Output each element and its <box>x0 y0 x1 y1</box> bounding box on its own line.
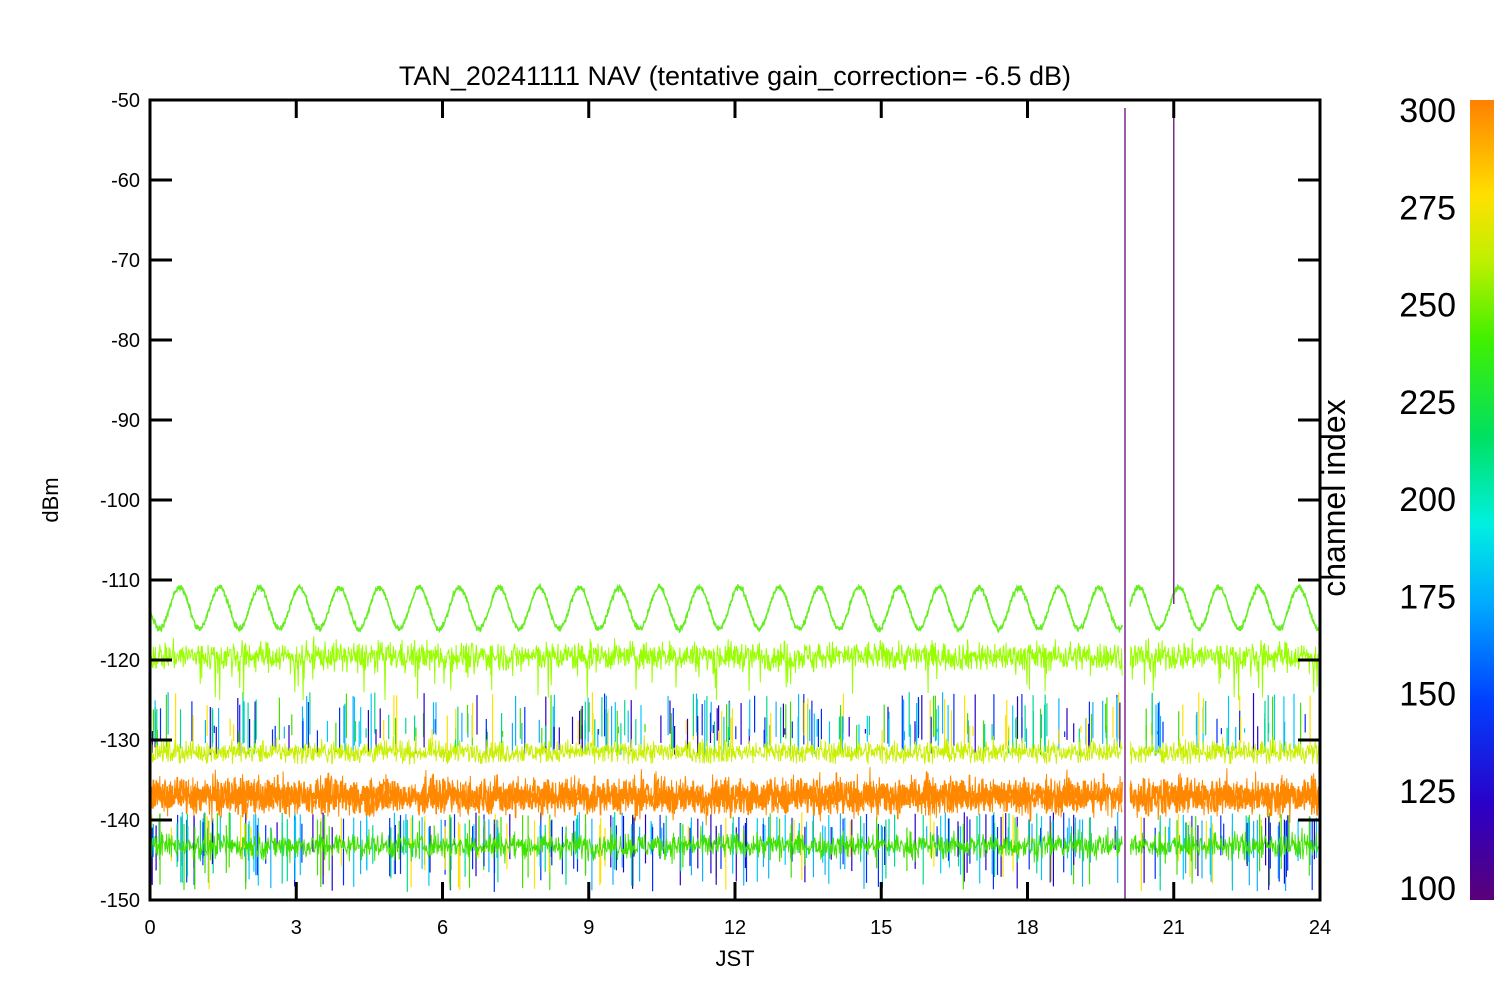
x-tick-label: 12 <box>724 917 746 939</box>
colorbar-ticks: 300 275 250 225 200 175 150 125 100 <box>1399 92 1456 908</box>
y-tick-label: -90 <box>111 410 140 432</box>
x-tick-label: 24 <box>1309 917 1331 939</box>
y-tick-label: -110 <box>101 570 140 592</box>
y-tick-label: -60 <box>111 170 140 192</box>
colorbar-tick-label: 275 <box>1399 189 1456 227</box>
x-tick-label: 3 <box>291 917 302 939</box>
colorbar-tick-label: 125 <box>1399 773 1456 811</box>
x-tick-label: 21 <box>1163 917 1185 939</box>
band-lower-edge <box>150 825 1320 867</box>
series-orange-band-core <box>150 771 1320 822</box>
series-sinusoid <box>150 582 1320 634</box>
noise-outliers <box>151 692 1320 892</box>
colorbar-tick-label: 175 <box>1399 578 1456 616</box>
series-light-green-band <box>150 635 1320 701</box>
y-tick-label: -140 <box>100 810 140 832</box>
y-tick-label: -50 <box>111 90 140 112</box>
y-axis-label: dBm <box>38 477 63 522</box>
colorbar-tick-label: 200 <box>1399 481 1456 519</box>
y-axis: -50 -60 -70 -80 -90 -100 -110 -120 -130 -140 -150 <box>100 90 1320 912</box>
y-tick-label: -130 <box>100 730 140 752</box>
x-axis: 0 3 6 9 12 15 18 21 24 <box>144 100 1331 939</box>
y-tick-label: -120 <box>100 650 140 672</box>
y-tick-label: -70 <box>111 250 140 272</box>
y-tick-label: -80 <box>111 330 140 352</box>
y-tick-label: -100 <box>100 490 140 512</box>
x-tick-label: 15 <box>870 917 892 939</box>
colorbar-tick-label: 300 <box>1399 92 1456 130</box>
colorbar-label: channel index <box>1316 399 1352 596</box>
chart-title: TAN_20241111 NAV (tentative gain_correct… <box>399 61 1071 91</box>
colorbar-tick-label: 150 <box>1399 676 1456 714</box>
y-tick-label: -150 <box>100 890 140 912</box>
x-axis-label: JST <box>715 946 754 971</box>
band-upper-edge <box>150 735 1320 765</box>
colorbar <box>1470 100 1494 900</box>
colorbar-tick-label: 250 <box>1399 287 1456 325</box>
x-tick-label: 6 <box>437 917 448 939</box>
x-tick-label: 0 <box>144 917 155 939</box>
x-tick-label: 9 <box>583 917 594 939</box>
colorbar-tick-label: 225 <box>1399 384 1456 422</box>
x-tick-label: 18 <box>1016 917 1038 939</box>
colorbar-tick-label: 100 <box>1399 870 1456 908</box>
plot-area <box>150 108 1320 900</box>
